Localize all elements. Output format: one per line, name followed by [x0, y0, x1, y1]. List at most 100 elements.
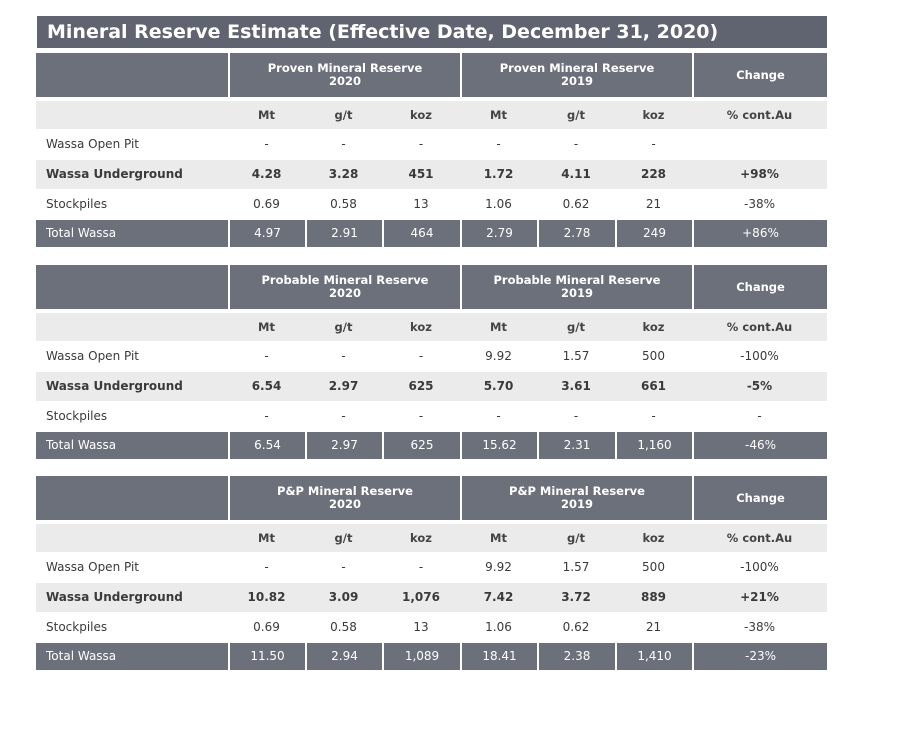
change-cell: - [757, 409, 762, 423]
cell: 0.58 [330, 620, 357, 634]
cell: 1.06 [485, 197, 512, 211]
cell: 11.50 [228, 643, 305, 670]
header-blank-cell [36, 53, 228, 97]
cell: 21 [645, 197, 662, 211]
cell: 13 [413, 197, 429, 211]
table-row: Wassa Underground 6.54 2.97 625 5.70 3.6… [36, 372, 827, 401]
cell: - [496, 137, 501, 151]
cell: 5.70 [483, 379, 514, 393]
change-cell [692, 130, 827, 159]
change-cell: -38% [743, 197, 775, 211]
row-label: Wassa Underground [46, 379, 183, 393]
cell: 2.38 [537, 643, 615, 670]
cell: 889 [640, 590, 667, 604]
unit-koz: koz [642, 320, 665, 334]
cell: 3.61 [561, 379, 591, 393]
group-header-2020: Proven Mineral Reserve 2020 [228, 53, 460, 97]
cell: 500 [642, 560, 665, 574]
cell: 0.69 [253, 197, 280, 211]
change-cell: +21% [740, 590, 779, 604]
change-cell: -46% [692, 432, 827, 459]
cell: 2.97 [305, 432, 382, 459]
row-label: Wassa Open Pit [46, 137, 139, 151]
cell: 661 [640, 379, 667, 393]
unit-mt: Mt [490, 531, 507, 545]
cell: - [264, 409, 269, 423]
row-label: Wassa Open Pit [46, 560, 139, 574]
units-row: Mt g/t koz Mt g/t koz % cont.Au [36, 313, 827, 341]
unit-gt: g/t [567, 531, 585, 545]
cell: 10.82 [247, 590, 286, 604]
cell: 0.58 [330, 197, 357, 211]
group-header-2019: P&P Mineral Reserve 2019 [460, 476, 692, 520]
cell: - [418, 349, 424, 363]
change-cell: -100% [740, 349, 779, 363]
unit-gt: g/t [334, 320, 353, 334]
proven-reserve-table: Proven Mineral Reserve 2020 Proven Minera… [36, 53, 827, 247]
cell: 18.41 [460, 643, 537, 670]
table-total-row: Total Wassa 11.50 2.94 1,089 18.41 2.38 … [36, 643, 827, 670]
group-header-2019: Proven Mineral Reserve 2019 [460, 53, 692, 97]
cell: - [573, 137, 579, 151]
units-row: Mt g/t koz Mt g/t koz % cont.Au [36, 101, 827, 129]
row-label: Stockpiles [46, 409, 108, 423]
table-total-row: Total Wassa 6.54 2.97 625 15.62 2.31 1,1… [36, 432, 827, 459]
cell: 6.54 [228, 432, 305, 459]
cell: - [264, 560, 269, 574]
unit-mt: Mt [258, 320, 275, 334]
units-row: Mt g/t koz Mt g/t koz % cont.Au [36, 524, 827, 552]
table-row: Wassa Open Pit - - - 9.92 1.57 500 -100% [36, 342, 827, 371]
header-blank-cell [36, 476, 228, 520]
unit-koz: koz [642, 531, 665, 545]
change-cell: -38% [743, 620, 775, 634]
cell: 2.97 [328, 379, 359, 393]
cell: - [651, 409, 656, 423]
group-header-2020: Probable Mineral Reserve 2020 [228, 265, 460, 309]
table-row: Stockpiles 0.69 0.58 13 1.06 0.62 21 -38… [36, 613, 827, 642]
table-total-row: Total Wassa 4.97 2.91 464 2.79 2.78 249 … [36, 220, 827, 247]
change-cell: +86% [692, 220, 827, 247]
unit-mt: Mt [258, 531, 275, 545]
cell: 1,410 [615, 643, 692, 670]
cell: 3.72 [561, 590, 591, 604]
cell: 1.06 [485, 620, 512, 634]
table-row: Wassa Open Pit - - - - - - [36, 130, 827, 159]
cell: - [418, 409, 424, 423]
cell: 1,076 [402, 590, 440, 604]
cell: 625 [382, 432, 460, 459]
cell: 15.62 [460, 432, 537, 459]
cell: 1.57 [562, 560, 590, 574]
unit-gt: g/t [334, 108, 353, 122]
table-row: Stockpiles - - - - - - - [36, 402, 827, 431]
cell: 0.62 [562, 197, 590, 211]
change-cell: +98% [740, 167, 779, 181]
unit-change: % cont.Au [726, 108, 793, 122]
cell: - [573, 409, 579, 423]
cell: - [651, 137, 656, 151]
cell: 249 [615, 220, 692, 247]
cell: 2.94 [305, 643, 382, 670]
group-header-2020: P&P Mineral Reserve 2020 [228, 476, 460, 520]
cell: 2.31 [537, 432, 615, 459]
change-cell: -100% [740, 560, 779, 574]
cell: - [418, 137, 424, 151]
row-label: Wassa Underground [46, 167, 183, 181]
unit-gt: g/t [334, 531, 353, 545]
table-row: Stockpiles 0.69 0.58 13 1.06 0.62 21 -38… [36, 190, 827, 219]
unit-gt: g/t [567, 320, 585, 334]
cell: 0.69 [253, 620, 280, 634]
cell: 0.62 [562, 620, 590, 634]
unit-change: % cont.Au [726, 531, 793, 545]
cell: 1.57 [562, 349, 590, 363]
cell: 13 [413, 620, 429, 634]
table-header: Probable Mineral Reserve 2020 Probable Mi… [36, 265, 827, 309]
cell: 500 [642, 349, 665, 363]
unit-koz: koz [642, 108, 665, 122]
cell: 451 [408, 167, 434, 181]
table-row: Wassa Underground 10.82 3.09 1,076 7.42 … [36, 583, 827, 612]
change-header: Change [692, 476, 827, 520]
unit-koz: koz [410, 320, 432, 334]
unit-mt: Mt [490, 108, 507, 122]
cell: 1,160 [615, 432, 692, 459]
table-row: Wassa Underground 4.28 3.28 451 1.72 4.1… [36, 160, 827, 189]
